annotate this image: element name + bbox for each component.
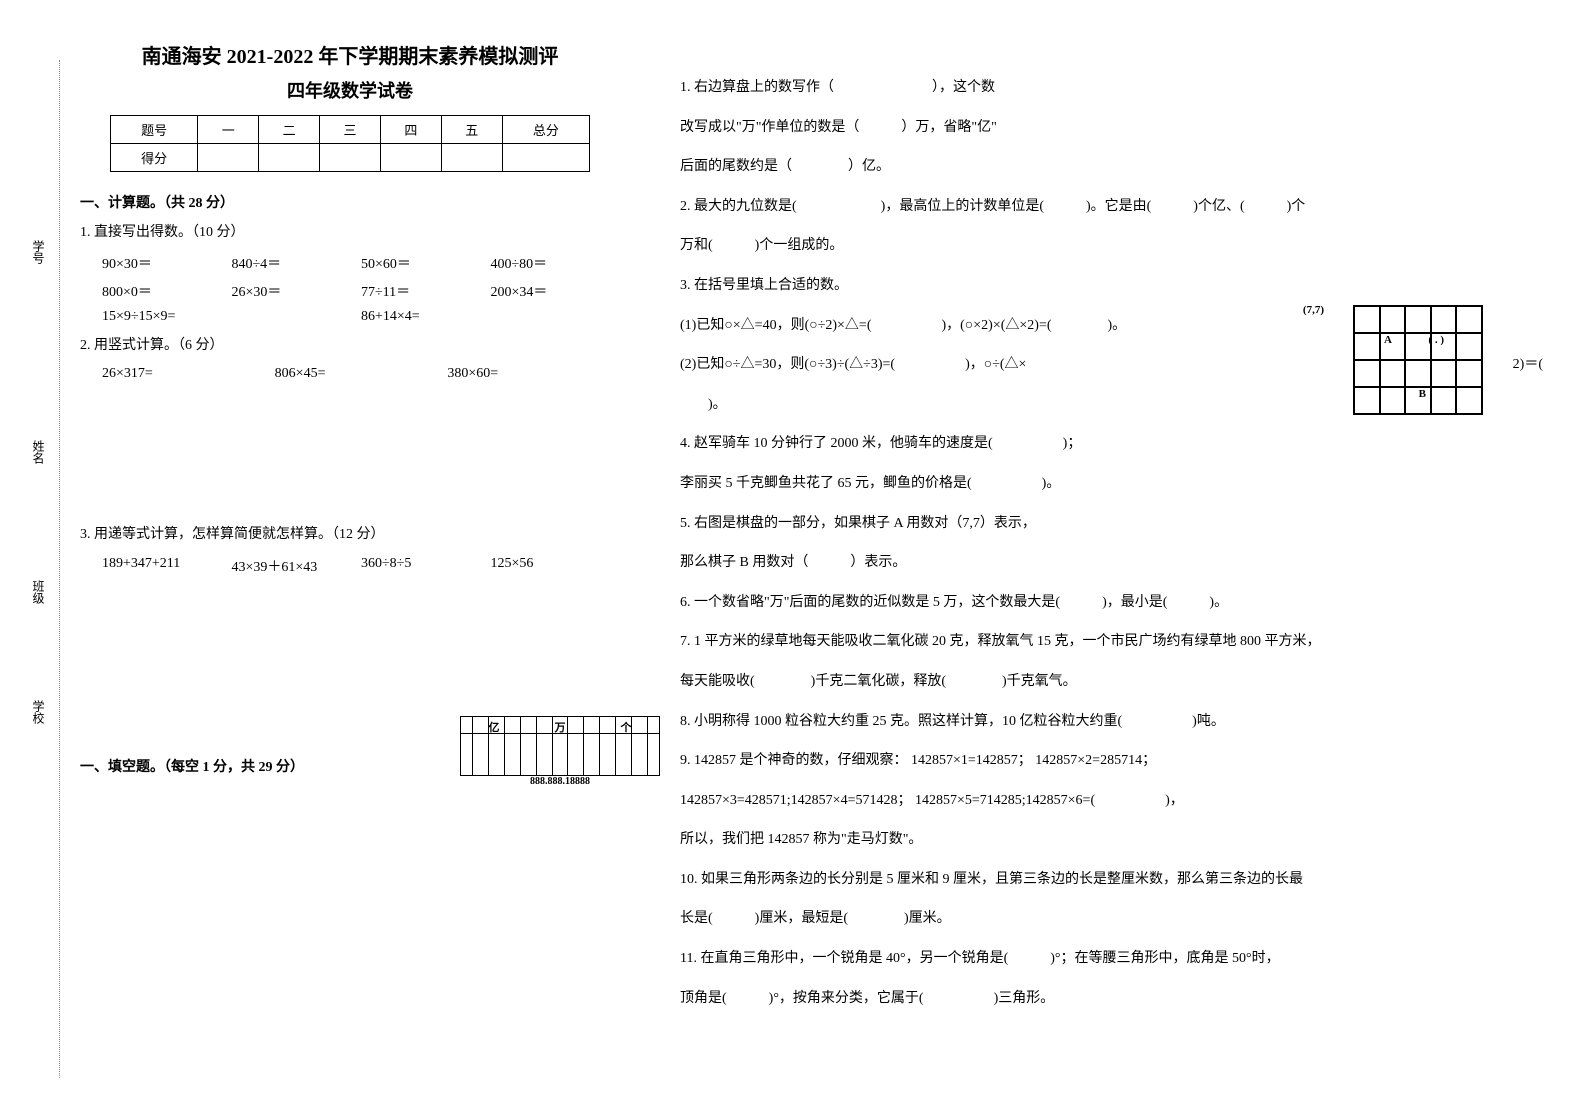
q2-9-l1: 9. 142857 是个神奇的数，仔细观察： 142857×1=142857； … bbox=[680, 744, 1543, 778]
binding-margin: 学校 班级 姓名 学号 bbox=[30, 60, 60, 1078]
q2-10-l1: 10. 如果三角形两条边的长分别是 5 厘米和 9 厘米，且第三条边的长是整厘米… bbox=[680, 863, 1543, 897]
vertical-calc-row: 26×317= 806×45= 380×60= bbox=[80, 366, 620, 382]
calc-item: 90×30＝ bbox=[102, 253, 232, 273]
label-class: 班级 bbox=[30, 580, 47, 604]
title-main: 南通海安 2021-2022 年下学期期末素养模拟测评 bbox=[80, 40, 620, 69]
calc-item: 189+347+211 bbox=[102, 556, 232, 576]
score-cell bbox=[198, 144, 259, 172]
q2-3: 3. 在括号里填上合适的数。 bbox=[680, 269, 1543, 303]
score-table: 题号 一 二 三 四 五 总分 得分 bbox=[110, 115, 590, 172]
calc-item: 50×60＝ bbox=[361, 253, 491, 273]
title-sub: 四年级数学试卷 bbox=[80, 77, 620, 103]
calc-item: 125×56 bbox=[491, 556, 621, 576]
q2-8: 8. 小明称得 1000 粒谷粒大约重 25 克。照这样计算，10 亿粒谷粒大约… bbox=[680, 705, 1543, 739]
q2-5-l2: 那么棋子 B 用数对（ ）表示。 bbox=[680, 546, 1543, 580]
score-header: 四 bbox=[380, 116, 441, 144]
calc-item: 200×34＝ bbox=[491, 281, 621, 301]
label-name: 姓名 bbox=[30, 440, 47, 464]
q2-4-l1: 4. 赵军骑车 10 分钟行了 2000 米，他骑车的速度是( )； bbox=[680, 427, 1543, 461]
chess-coord: (7,7) bbox=[1303, 304, 1324, 316]
calc-item: 840÷4＝ bbox=[232, 253, 362, 273]
q2-10-l2: 长是( )厘米，最短是( )厘米。 bbox=[680, 902, 1543, 936]
chess-a: A bbox=[1384, 334, 1392, 346]
right-column: 1. 右边算盘上的数写作（ ），这个数 改写成以"万"作单位的数是（ ）万，省略… bbox=[680, 40, 1543, 1078]
q1-1-label: 1. 直接写出得数。（10 分） bbox=[80, 220, 620, 245]
section-1-header: 一、计算题。（共 28 分） bbox=[80, 192, 620, 212]
q2-11-l2: 顶角是( )°，按角来分类，它属于( )三角形。 bbox=[680, 982, 1543, 1016]
recurse-calc-row: 189+347+211 43×39＋61×43 360÷8÷5 125×56 bbox=[80, 556, 620, 576]
chess-dot: ( . ) bbox=[1428, 334, 1444, 346]
score-header: 题号 bbox=[111, 116, 198, 144]
left-column: 南通海安 2021-2022 年下学期期末素养模拟测评 四年级数学试卷 题号 一… bbox=[80, 40, 620, 1078]
calc-item: 360÷8÷5 bbox=[361, 556, 491, 576]
q2-3-2b: 2)＝( bbox=[1513, 348, 1543, 382]
q2-3-2a: (2)已知○÷△=30，则(○÷3)÷(△÷3)=( )，○÷(△× bbox=[680, 357, 1026, 372]
q2-6: 6. 一个数省略"万"后面的尾数的近似数是 5 万，这个数最大是( )，最小是(… bbox=[680, 586, 1543, 620]
score-row-label: 得分 bbox=[111, 144, 198, 172]
q1-3-label: 3. 用递等式计算，怎样算简便就怎样算。（12 分） bbox=[80, 522, 620, 547]
q2-7-l2: 每天能吸收( )千克二氧化碳，释放( )千克氧气。 bbox=[680, 665, 1543, 699]
calc-item bbox=[232, 309, 362, 325]
q2-9-l2: 142857×3=428571;142857×4=571428； 142857×… bbox=[680, 784, 1543, 818]
q2-2-l2: 万和( )个一组成的。 bbox=[680, 229, 1543, 263]
q2-1-l2: 改写成以"万"作单位的数是（ ）万，省略"亿" bbox=[680, 111, 1543, 145]
calc-item: 26×30＝ bbox=[232, 281, 362, 301]
abacus-digits: 888.888.18888 bbox=[460, 776, 660, 787]
q2-9-l3: 所以，我们把 142857 称为"走马灯数"。 bbox=[680, 823, 1543, 857]
score-cell bbox=[380, 144, 441, 172]
score-cell bbox=[320, 144, 381, 172]
score-header: 三 bbox=[320, 116, 381, 144]
q1-2-label: 2. 用竖式计算。（6 分） bbox=[80, 333, 620, 358]
score-header: 二 bbox=[259, 116, 320, 144]
calc-item: 800×0＝ bbox=[102, 281, 232, 301]
page-container: 南通海安 2021-2022 年下学期期末素养模拟测评 四年级数学试卷 题号 一… bbox=[80, 40, 1543, 1078]
score-header: 一 bbox=[198, 116, 259, 144]
calc-item: 380×60= bbox=[447, 366, 620, 382]
calc-item: 43×39＋61×43 bbox=[232, 556, 362, 576]
calc-item: 77÷11＝ bbox=[361, 281, 491, 301]
calc-item: 400÷80＝ bbox=[491, 253, 621, 273]
q2-4-l2: 李丽买 5 千克鲫鱼共花了 65 元，鲫鱼的价格是( )。 bbox=[680, 467, 1543, 501]
q2-1-l1: 1. 右边算盘上的数写作（ ），这个数 bbox=[680, 71, 1543, 105]
calc-row: 90×30＝ 840÷4＝ 50×60＝ 400÷80＝ bbox=[102, 253, 620, 273]
q2-5-l1: 5. 右图是棋盘的一部分，如果棋子 A 用数对（7,7）表示， bbox=[680, 507, 1543, 541]
q2-1-l3: 后面的尾数约是（ ）亿。 bbox=[680, 150, 1543, 184]
calc-item bbox=[491, 309, 621, 325]
abacus-icon: 亿 万 个 888.888.18888 bbox=[460, 716, 660, 796]
q2-2-l1: 2. 最大的九位数是( )，最高位上的计数单位是( )。它是由( )个亿、( )… bbox=[680, 190, 1543, 224]
score-header: 总分 bbox=[502, 116, 589, 144]
label-school: 学校 bbox=[30, 700, 47, 724]
score-cell bbox=[259, 144, 320, 172]
score-header: 五 bbox=[441, 116, 502, 144]
chess-b: B bbox=[1419, 388, 1426, 400]
q2-7-l1: 7. 1 平方米的绿草地每天能吸收二氧化碳 20 克，释放氧气 15 克，一个市… bbox=[680, 625, 1543, 659]
calc-item: 806×45= bbox=[275, 366, 448, 382]
section-2-header-text: 一、填空题。（每空 1 分，共 29 分） bbox=[80, 760, 304, 775]
calc-item: 15×9÷15×9= bbox=[102, 309, 232, 325]
calc-row: 800×0＝ 26×30＝ 77÷11＝ 200×34＝ bbox=[102, 281, 620, 301]
calc-row: 15×9÷15×9= 86+14×4= bbox=[102, 309, 620, 325]
section-2-header: 一、填空题。（每空 1 分，共 29 分） 亿 万 个 888.888.1 bbox=[80, 756, 620, 776]
q2-11-l1: 11. 在直角三角形中，一个锐角是 40°，另一个锐角是( )°；在等腰三角形中… bbox=[680, 942, 1543, 976]
label-number: 学号 bbox=[30, 240, 47, 264]
chess-grid-icon: (7,7) A B ( . ) bbox=[1353, 305, 1483, 415]
calc-item: 26×317= bbox=[102, 366, 275, 382]
score-cell bbox=[441, 144, 502, 172]
score-cell bbox=[502, 144, 589, 172]
calc-item: 86+14×4= bbox=[361, 309, 491, 325]
